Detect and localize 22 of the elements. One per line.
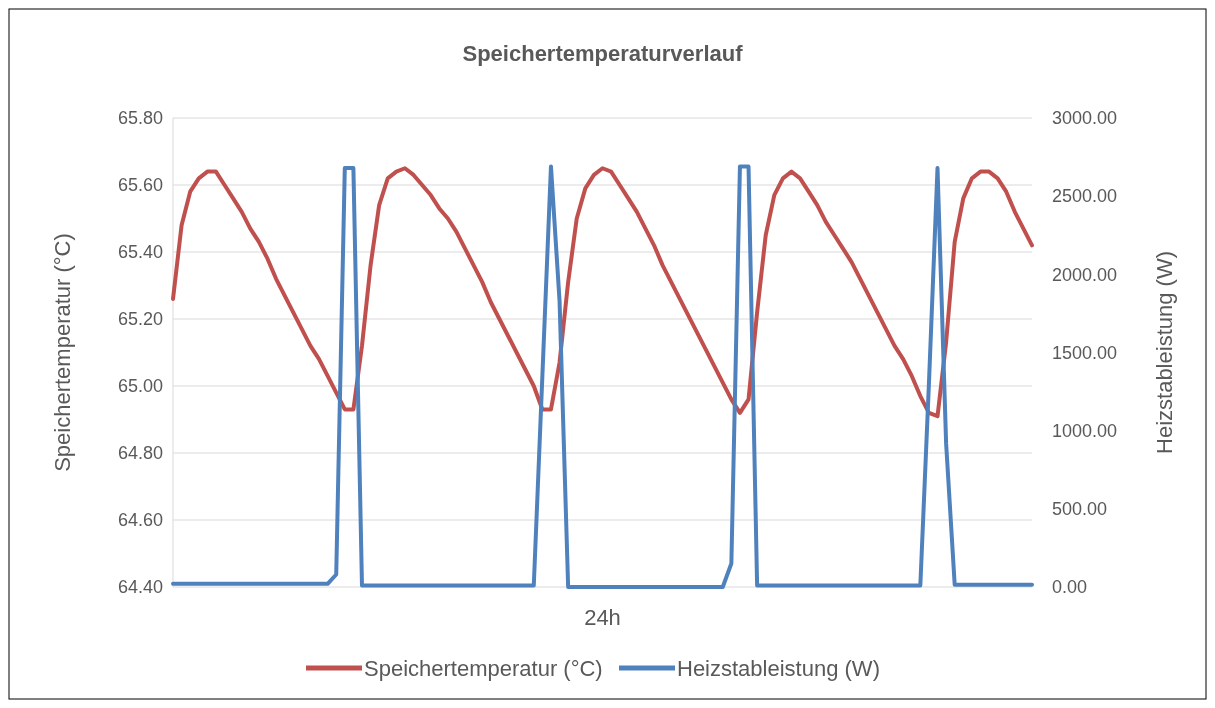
y2-axis-title: Heizstableistung (W): [1152, 251, 1177, 454]
y2-tick-label: 1000.00: [1052, 420, 1118, 441]
y2-tick-label: 0.00: [1052, 577, 1088, 598]
y2-tick-label: 2000.00: [1052, 264, 1118, 285]
y2-tick-label: 500.00: [1052, 499, 1108, 520]
legend-label: Speichertemperatur (°C): [364, 655, 603, 681]
chart-title: Speichertemperaturverlauf: [462, 41, 744, 66]
y-axis-title: Speichertemperatur (°C): [50, 233, 75, 472]
y-tick-label: 65.20: [117, 309, 163, 330]
y-tick-label: 65.00: [117, 376, 163, 397]
y-tick-label: 65.40: [117, 242, 163, 263]
y-tick-label: 65.80: [117, 108, 163, 129]
y2-tick-label: 1500.00: [1052, 342, 1118, 363]
y2-tick-label: 3000.00: [1052, 108, 1118, 129]
y-tick-label: 64.80: [117, 443, 163, 464]
y-tick-label: 65.60: [117, 175, 163, 196]
y-tick-label: 64.40: [117, 577, 163, 598]
y2-tick-label: 2500.00: [1052, 186, 1118, 207]
legend-label: Heizstableistung (W): [677, 655, 880, 681]
y-tick-label: 64.60: [117, 510, 163, 531]
line-series: [171, 166, 1034, 419]
x-axis-title: 24h: [584, 605, 621, 630]
